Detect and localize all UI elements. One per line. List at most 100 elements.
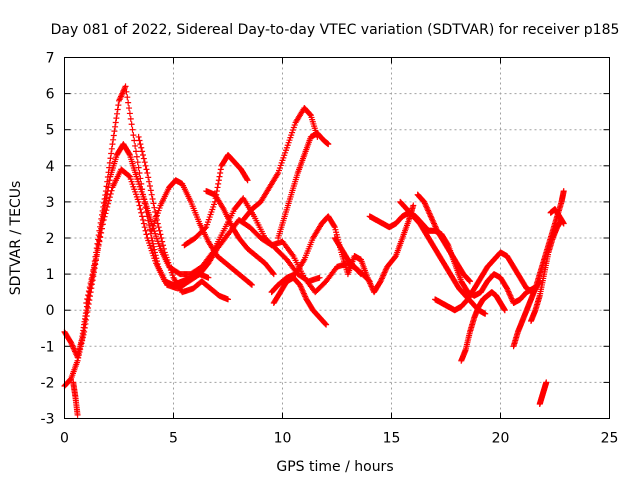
plot-frame — [64, 57, 610, 419]
data-point — [80, 331, 87, 338]
data-point — [100, 216, 107, 223]
data-point — [125, 99, 132, 106]
data-point — [108, 187, 115, 194]
data-point — [111, 128, 118, 135]
data-point — [88, 276, 95, 283]
data-point — [77, 343, 84, 350]
series-prn-q — [458, 289, 508, 364]
data-point — [107, 190, 114, 197]
data-point — [83, 312, 90, 319]
data-point — [98, 225, 105, 232]
y-tick-label: 3 — [46, 195, 55, 211]
data-point — [141, 224, 148, 231]
data-point — [108, 145, 115, 152]
x-tick-label: 5 — [169, 431, 178, 447]
series-prn-j — [270, 274, 330, 328]
data-point — [217, 170, 224, 177]
data-point — [84, 309, 91, 316]
data-point — [151, 246, 158, 253]
data-point — [134, 159, 141, 166]
data-point — [147, 187, 154, 194]
data-point — [139, 148, 146, 155]
x-tick-label: 10 — [274, 431, 292, 447]
data-point — [106, 177, 113, 184]
data-point — [128, 121, 135, 128]
data-point — [132, 142, 139, 149]
y-tick-label: 5 — [46, 123, 55, 139]
data-point — [81, 328, 88, 335]
data-point — [244, 177, 251, 184]
data-point — [144, 170, 151, 177]
series-prn-d — [135, 133, 231, 303]
data-point — [75, 354, 82, 361]
y-tick-label: 4 — [46, 159, 55, 175]
data-point — [94, 247, 101, 254]
data-point — [112, 123, 119, 130]
data-point — [136, 202, 143, 209]
data-point — [466, 278, 473, 285]
data-point — [105, 180, 112, 187]
series-prn-o — [414, 191, 473, 285]
data-point — [248, 281, 255, 288]
data-point — [102, 210, 109, 217]
data-point — [98, 229, 105, 236]
series-prn-g — [203, 188, 277, 278]
data-point — [213, 188, 220, 195]
data-point — [78, 340, 85, 347]
data-point — [140, 220, 147, 227]
data-point — [106, 159, 113, 166]
data-point — [105, 197, 112, 204]
data-point — [82, 320, 89, 327]
data-point — [331, 223, 338, 230]
data-point — [146, 178, 153, 185]
data-point — [152, 209, 159, 216]
data-point — [112, 119, 119, 126]
data-point — [76, 349, 83, 356]
data-point — [215, 177, 222, 184]
data-point — [123, 88, 130, 95]
data-point — [160, 242, 167, 249]
data-point — [142, 227, 149, 234]
data-point — [126, 110, 133, 117]
series-prn-l — [331, 235, 364, 278]
data-point — [129, 126, 136, 133]
x-tick-label: 20 — [492, 431, 510, 447]
data-point — [103, 207, 110, 214]
data-point — [81, 324, 88, 331]
data-point — [136, 137, 143, 144]
data-point — [357, 271, 364, 278]
data-point — [77, 346, 84, 353]
data-points — [61, 83, 567, 418]
axis-ticks: 0 5 10 15 20 25 -3 -2 -1 0 1 2 3 4 5 6 7 — [41, 51, 619, 447]
data-point — [138, 144, 145, 151]
x-tick-label: 0 — [60, 431, 69, 447]
data-point — [122, 83, 129, 90]
data-point — [114, 106, 121, 113]
data-point — [133, 148, 140, 155]
data-point — [101, 213, 108, 220]
data-point — [137, 206, 144, 213]
chart-title: Day 081 of 2022, Sidereal Day-to-day VTE… — [51, 22, 620, 38]
data-point — [79, 334, 86, 341]
data-point — [225, 296, 231, 303]
y-axis-label: SDTVAR / TECUs — [8, 181, 24, 296]
data-point — [307, 111, 314, 118]
data-point — [96, 238, 103, 245]
x-tick-label: 15 — [383, 431, 401, 447]
y-tick-label: 2 — [46, 231, 55, 247]
series-prn-t — [536, 379, 550, 408]
data-point — [114, 110, 121, 117]
data-point — [146, 183, 153, 190]
data-point — [127, 115, 134, 122]
y-tick-label: -3 — [41, 412, 55, 428]
data-point — [130, 132, 137, 139]
data-point — [270, 271, 277, 278]
series-prn-s — [528, 216, 565, 325]
grid — [64, 57, 610, 419]
data-point — [97, 234, 104, 241]
data-point — [151, 204, 158, 211]
data-point — [215, 180, 222, 187]
data-point — [92, 255, 99, 262]
data-point — [110, 132, 117, 139]
